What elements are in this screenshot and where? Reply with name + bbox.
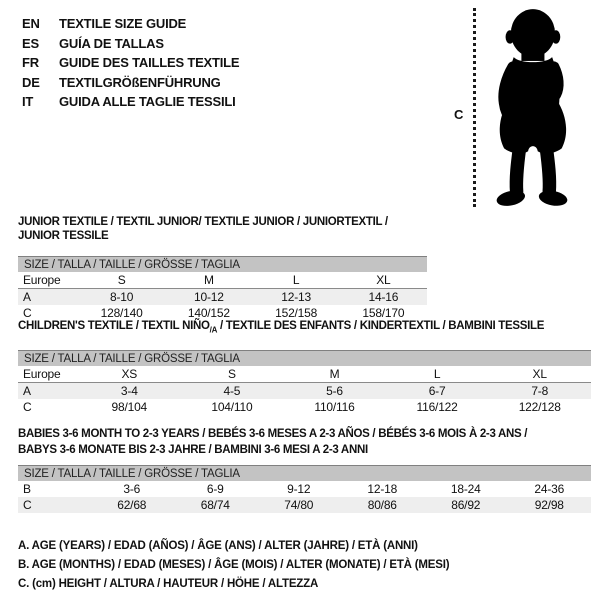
value-cell: 14-16 (368, 290, 399, 304)
value-cell: 8-10 (110, 290, 134, 304)
value-cell: 12-13 (281, 290, 311, 304)
lang-row-es: ES GUÍA DE TALLAS (22, 34, 239, 54)
value-cell: 5-6 (326, 384, 343, 399)
lang-title: GUIDA ALLE TAGLIE TESSILI (59, 94, 236, 109)
section-title: BABIES 3-6 MONTH TO 2-3 YEARS / BEBÉS 3-… (18, 426, 591, 458)
value-cell: 110/116 (314, 400, 355, 415)
value-cell: 128/140 (100, 306, 143, 320)
lang-row-fr: FR GUIDE DES TAILLES TEXTILE (22, 53, 240, 73)
size-header-bar: SIZE / TALLA / TAILLE / GRÖSSE / TAGLIA (18, 465, 591, 481)
title-subscript: /A (209, 325, 218, 335)
section-title: JUNIOR TEXTILE / TEXTIL JUNIOR/ TEXTILE … (18, 216, 388, 242)
lang-code: FR (22, 55, 39, 70)
value-cell: XL (488, 366, 591, 384)
note-height-cm: C. (cm) HEIGHT / ALTURA / HAUTEUR / HÖHE… (18, 578, 319, 590)
table-row: A 3-4 4-5 5-6 6-7 7-8 (18, 382, 591, 400)
title-line-1: BABIES 3-6 MONTH TO 2-3 YEARS / BEBÉS 3-… (18, 428, 528, 440)
children-size-table: Europe XS S M L XL A 3-4 4-5 5-6 6-7 7-8 C 98/104 104/… (18, 366, 591, 415)
title-text: / TEXTILE DES ENFANTS / KINDERTEXTIL / B… (217, 320, 545, 332)
row-label-cell: A (23, 290, 31, 304)
value-cell: M (165, 272, 253, 289)
table-row: C 62/68 68/74 74/80 80/86 86/92 92/98 (18, 497, 591, 513)
value-cell: 62/68 (117, 498, 147, 512)
title-line-2: BABYS 3-6 MONATE BIS 2-3 JAHRE / BAMBINI… (18, 444, 368, 456)
junior-size-table: Europe S M L XL A 8-10 10-12 12-13 14-16 C 128/140 1… (18, 272, 427, 321)
table-row: C 98/104 104/110 110/116 116/122 122/128 (18, 399, 591, 415)
section-childrens-textile: CHILDREN'S TEXTILE / TEXTIL NIÑO/A / TEX… (18, 319, 591, 415)
height-measure-dotted-line (473, 8, 476, 207)
value-cell: 9-12 (287, 482, 311, 496)
value-cell: 68/74 (200, 498, 230, 512)
value-cell: 92/98 (534, 498, 564, 512)
lang-title: GUÍA DE TALLAS (59, 35, 164, 51)
value-cell: 140/152 (187, 306, 230, 320)
value-cell: S (180, 366, 284, 384)
value-cell: XL (339, 272, 427, 289)
note-age-months: B. AGE (MONTHS) / EDAD (MESES) / ÂGE (MO… (18, 559, 450, 571)
value-cell: 10-12 (194, 290, 224, 304)
title-text: CHILDREN'S TEXTILE / TEXTIL NIÑO (18, 320, 210, 332)
value-cell: 98/104 (111, 400, 148, 415)
row-label-cell: C (23, 498, 32, 512)
row-label-cell: Europe (18, 272, 78, 289)
toddler-silhouette-image (496, 9, 568, 206)
value-cell: 122/128 (518, 400, 561, 415)
lang-title: TEXTILGRÖßENFÜHRUNG (59, 74, 221, 90)
lang-row-it: IT GUIDA ALLE TAGLIE TESSILI (22, 92, 239, 112)
value-cell: 6-7 (428, 384, 446, 399)
table-row: A 8-10 10-12 12-13 14-16 (18, 288, 427, 305)
section-junior-textile: JUNIOR TEXTILE / TEXTIL JUNIOR/ TEXTILE … (18, 215, 427, 321)
lang-title: GUIDE DES TAILLES TEXTILE (59, 55, 240, 70)
value-cell: 80/86 (367, 498, 397, 512)
value-cell: 18-24 (450, 482, 481, 496)
table-row: C 128/140 140/152 152/158 158/170 (18, 305, 427, 321)
babies-size-table: B 3-6 6-9 9-12 12-18 18-24 24-36 C 62/68 68/74 74/… (18, 481, 591, 513)
value-cell: 3-6 (123, 482, 141, 496)
value-cell: L (385, 366, 489, 384)
lang-code: EN (22, 16, 40, 31)
lang-row-en: EN TEXTILE SIZE GUIDE (22, 14, 239, 34)
value-cell: 4-5 (223, 384, 241, 399)
section-babies-textile: BABIES 3-6 MONTH TO 2-3 YEARS / BEBÉS 3-… (18, 426, 591, 513)
note-age-years: A. AGE (YEARS) / EDAD (AÑOS) / ÂGE (ANS)… (18, 540, 418, 552)
value-cell: 116/122 (416, 400, 458, 415)
lang-title: TEXTILE SIZE GUIDE (59, 16, 187, 31)
language-title-list: EN TEXTILE SIZE GUIDE ES GUÍA DE TALLAS … (22, 14, 240, 112)
value-cell: L (252, 272, 340, 289)
size-header-bar: SIZE / TALLA / TAILLE / GRÖSSE / TAGLIA (18, 350, 591, 367)
table-row: Europe XS S M L XL (18, 366, 591, 384)
value-cell: XS (78, 366, 181, 384)
value-cell: 7-8 (531, 384, 549, 399)
height-measure-label: C (454, 107, 464, 122)
value-cell: 6-9 (206, 482, 224, 496)
lang-code: IT (22, 94, 34, 109)
row-label-cell: C (23, 306, 32, 320)
value-cell: 3-4 (120, 384, 138, 399)
legend-notes: A. AGE (YEARS) / EDAD (AÑOS) / ÂGE (ANS)… (18, 537, 450, 594)
lang-row-de: DE TEXTILGRÖßENFÜHRUNG (22, 73, 239, 93)
row-label-cell: A (23, 384, 31, 399)
value-cell: 24-36 (534, 482, 565, 496)
value-cell: 152/158 (275, 306, 318, 320)
table-row: Europe S M L XL (18, 272, 427, 289)
value-cell: S (78, 272, 166, 289)
section-title: CHILDREN'S TEXTILE / TEXTIL NIÑO/A / TEX… (18, 319, 591, 337)
lang-code: DE (22, 74, 40, 90)
lang-code: ES (22, 35, 39, 51)
size-header-bar: SIZE / TALLA / TAILLE / GRÖSSE / TAGLIA (18, 256, 427, 272)
value-cell: 104/110 (211, 400, 253, 415)
value-cell: 158/170 (362, 306, 405, 320)
value-cell: M (283, 366, 386, 384)
row-label-cell: B (23, 482, 31, 496)
table-row: B 3-6 6-9 9-12 12-18 18-24 24-36 (18, 481, 591, 497)
row-label-cell: Europe (18, 366, 78, 384)
value-cell: 86/92 (451, 498, 481, 512)
row-label-cell: C (23, 400, 32, 415)
value-cell: 12-18 (367, 482, 398, 496)
value-cell: 74/80 (284, 498, 314, 512)
